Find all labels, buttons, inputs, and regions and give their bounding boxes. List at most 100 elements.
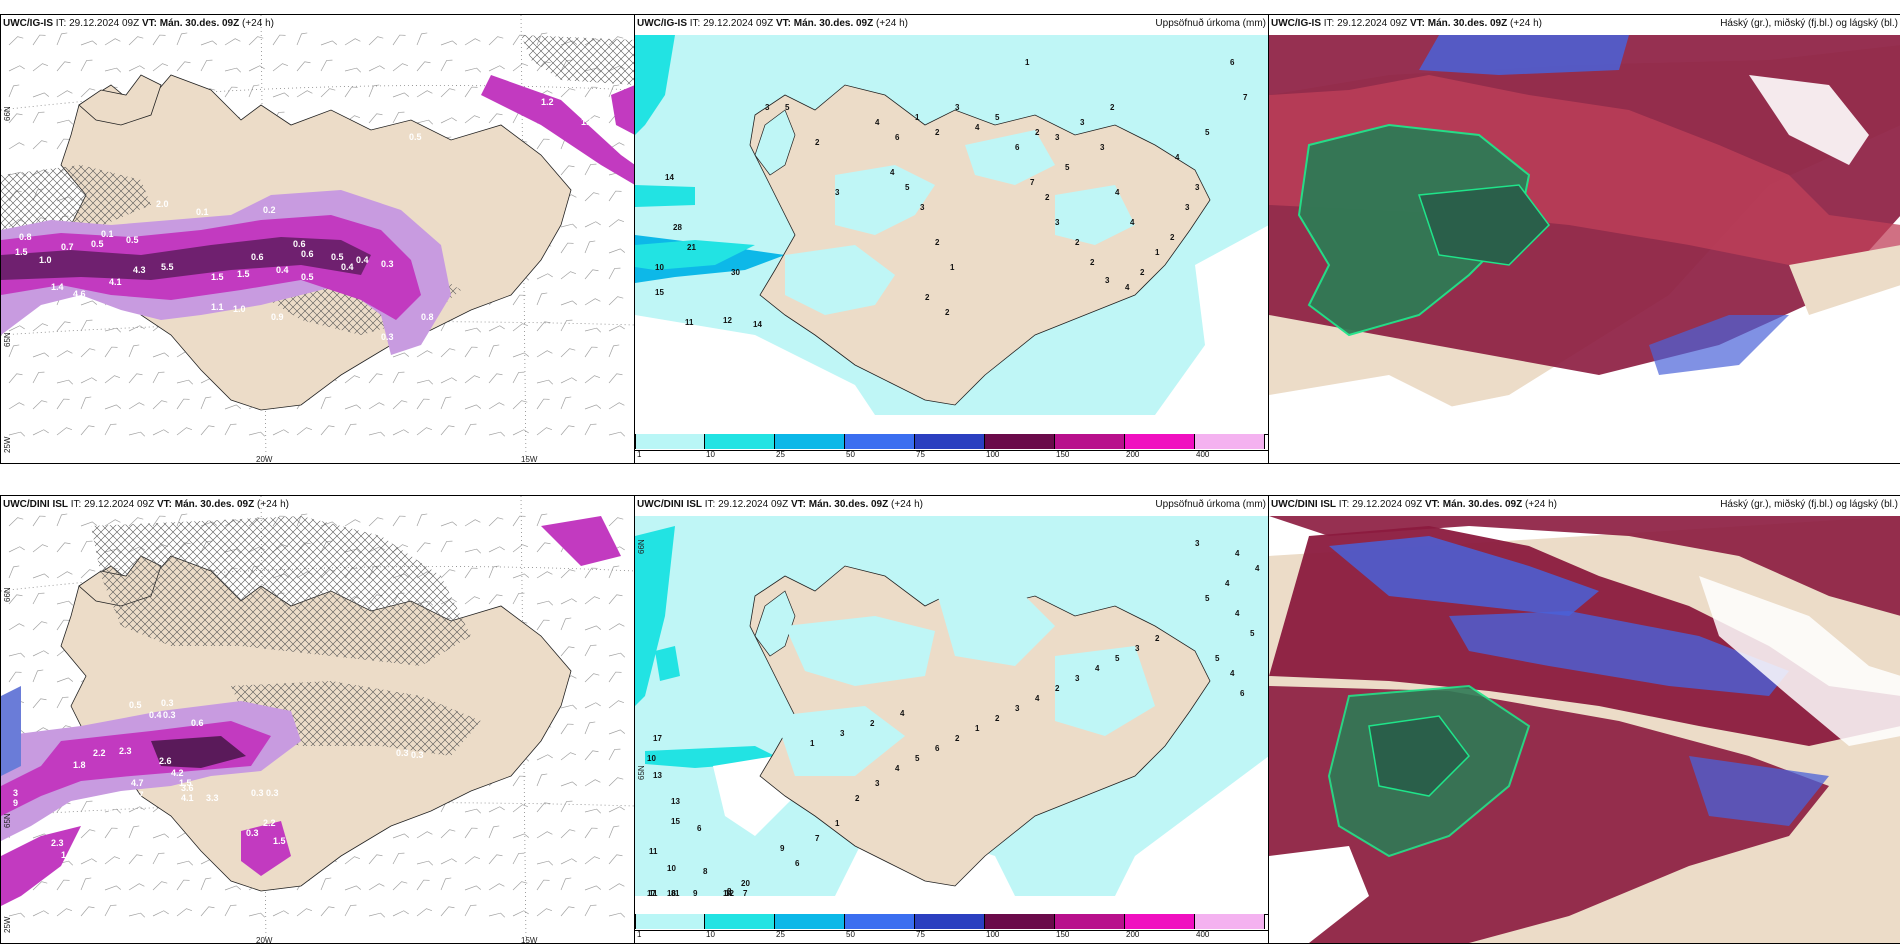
wind-barb bbox=[416, 831, 433, 839]
wind-barb bbox=[80, 521, 98, 527]
value-label: 4 bbox=[1230, 669, 1235, 678]
value-label: 7 bbox=[743, 889, 748, 898]
wind-barb bbox=[464, 67, 482, 73]
value-label: 2.2 bbox=[263, 818, 276, 828]
legend-tick-label: 400 bbox=[1196, 930, 1210, 939]
it-value: 29.12.2024 09Z bbox=[1352, 499, 1423, 510]
wind-barb bbox=[416, 860, 434, 866]
legend-swatch: 1 bbox=[635, 914, 705, 939]
model-name: UWC/DINI ISL bbox=[1271, 499, 1336, 510]
value-label: 2.0 bbox=[156, 199, 169, 209]
value-label: 0.4 bbox=[341, 262, 354, 272]
value-label: 3 bbox=[875, 779, 880, 788]
panel-title: Háský (gr.), miðský (fj.bl.) og lágský (… bbox=[1720, 18, 1898, 29]
wind-barb bbox=[32, 92, 50, 98]
wind-barb bbox=[584, 163, 597, 176]
wind-barb bbox=[176, 398, 190, 410]
wind-barb bbox=[128, 325, 145, 332]
wind-barb bbox=[104, 885, 122, 891]
wind-barb bbox=[584, 673, 600, 683]
lat-label-3: 25W bbox=[3, 436, 12, 453]
wind-barb bbox=[488, 113, 503, 124]
wind-barb bbox=[536, 350, 553, 358]
wind-barb bbox=[608, 806, 625, 813]
wind-barb bbox=[512, 592, 525, 605]
wind-barb bbox=[584, 827, 598, 839]
wind-barb bbox=[584, 885, 602, 891]
wind-barb bbox=[560, 271, 577, 280]
wind-barb bbox=[56, 321, 71, 332]
wind-barb bbox=[32, 621, 48, 631]
value-label: 4 bbox=[1175, 153, 1180, 162]
value-label: 4.1 bbox=[109, 277, 122, 287]
wind-barb bbox=[416, 90, 433, 98]
wind-barb bbox=[560, 646, 575, 657]
value-label: 0.5 bbox=[409, 132, 422, 142]
wind-barb bbox=[200, 396, 212, 410]
wind-barb bbox=[56, 350, 73, 358]
lat-label-2: 65N bbox=[3, 332, 12, 347]
cloud-panel-dini: UWC/DINI ISL IT: 29.12.2024 09Z VT: Mán.… bbox=[1268, 495, 1900, 944]
wind-barb bbox=[8, 546, 25, 553]
wind-barb bbox=[224, 904, 237, 917]
wind-barb bbox=[248, 912, 266, 918]
wind-barb bbox=[392, 833, 410, 839]
value-label: 2 bbox=[1090, 258, 1095, 267]
wind-barb bbox=[392, 63, 409, 72]
wind-barb bbox=[32, 515, 46, 527]
wind-barb bbox=[440, 40, 458, 46]
wind-barb bbox=[152, 881, 168, 891]
lead-time: (+24 h) bbox=[257, 499, 289, 510]
value-label: 6 bbox=[895, 133, 900, 142]
legend-swatch: 50 bbox=[845, 914, 915, 939]
wind-barb bbox=[56, 879, 70, 891]
legend-swatch: 400 bbox=[1195, 434, 1265, 459]
value-label: 5 bbox=[995, 113, 1000, 122]
wind-barb bbox=[8, 373, 23, 384]
wind-barb bbox=[512, 573, 530, 579]
value-label: 4 bbox=[875, 118, 880, 127]
wind-barb bbox=[584, 346, 598, 358]
wind-barb bbox=[440, 521, 458, 527]
wind-barb bbox=[296, 90, 313, 98]
wind-barb bbox=[536, 754, 553, 761]
wind-barb bbox=[32, 352, 50, 358]
wind-barb bbox=[368, 65, 385, 72]
precip-legend: 1 10 25 50 75 100 150 200 400 bbox=[635, 914, 1265, 939]
wind-barb bbox=[176, 427, 193, 436]
legend-swatch: 75 bbox=[915, 914, 985, 939]
wind-barb bbox=[416, 350, 433, 358]
wind-barb bbox=[536, 860, 554, 866]
wind-barb bbox=[608, 431, 626, 437]
value-label: 0.5 bbox=[471, 568, 484, 578]
wind-barb bbox=[560, 704, 578, 710]
wind-barb bbox=[128, 344, 140, 358]
value-label: 4.6 bbox=[73, 289, 86, 299]
wind-barb bbox=[464, 904, 477, 917]
wind-barb bbox=[488, 402, 505, 410]
wind-barb bbox=[80, 396, 92, 410]
panel-header: UWC/DINI ISL IT: 29.12.2024 09Z VT: Mán.… bbox=[3, 499, 289, 510]
wind-barb bbox=[80, 425, 95, 436]
wind-barb bbox=[512, 400, 528, 410]
model-name: UWC/DINI ISL bbox=[3, 499, 68, 510]
value-label: 2 bbox=[935, 128, 940, 137]
wind-barb bbox=[152, 371, 165, 384]
wind-barb bbox=[392, 34, 406, 46]
wind-barb bbox=[80, 906, 95, 917]
value-label: 3 bbox=[1055, 133, 1060, 142]
wind-barb bbox=[104, 827, 118, 839]
wind-barb bbox=[608, 623, 625, 631]
lead-time: (+24 h) bbox=[876, 18, 908, 29]
wind-barb bbox=[488, 546, 505, 553]
precip-map: 0.5 0.30.4 0.32.2 2.31.80.62.64.21.54.7 3.63… bbox=[1, 496, 635, 943]
panel-header: UWC/DINI ISL IT: 29.12.2024 09Z VT: Mán.… bbox=[1271, 499, 1557, 510]
value-label: 4 bbox=[895, 764, 900, 773]
lon-label-20w: 20W bbox=[256, 936, 273, 944]
wind-barb bbox=[560, 877, 572, 891]
wind-barb bbox=[200, 906, 215, 917]
value-label: 6 bbox=[697, 824, 702, 833]
value-label: 5 bbox=[1065, 163, 1070, 172]
wind-barb bbox=[536, 773, 548, 787]
wind-barb bbox=[320, 59, 333, 72]
